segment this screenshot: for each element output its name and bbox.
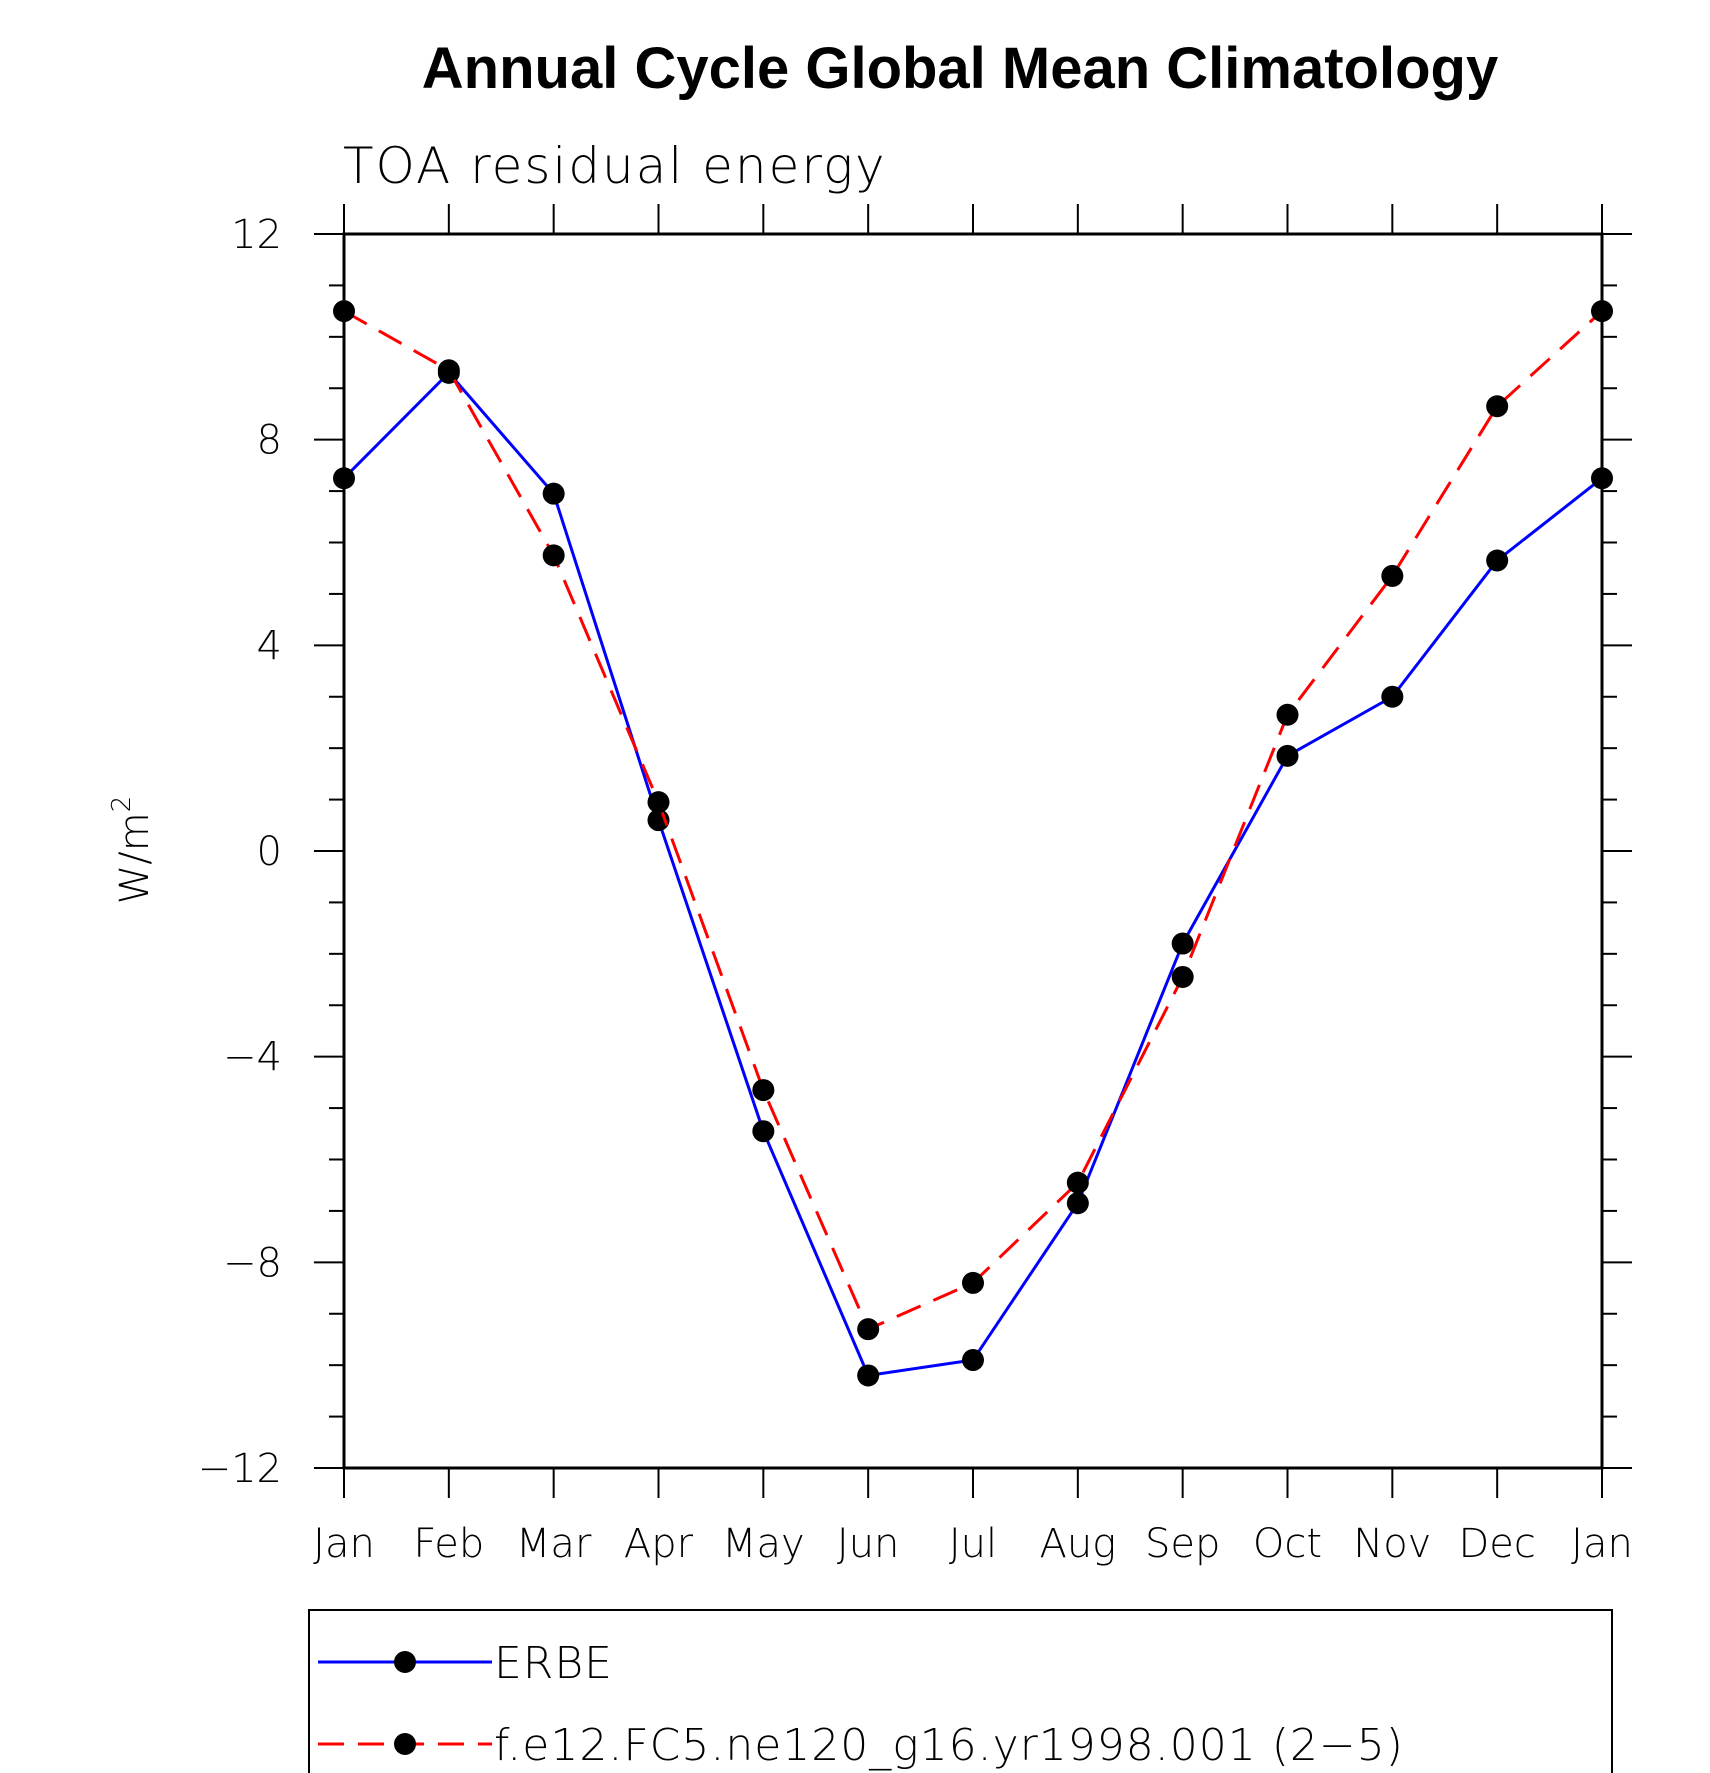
data-point <box>962 1271 984 1294</box>
legend-label: f.e12.FC5.ne120_g16.yr1998.001 (2−5) <box>494 1720 1404 1771</box>
x-tick-label: Jun <box>837 1521 900 1567</box>
y-axis-label-text: W/m <box>112 812 158 904</box>
y-axis-label-superscript: 2 <box>107 796 137 813</box>
legend-marker <box>394 1733 416 1755</box>
chart-title: Annual Cycle Global Mean Climatology <box>422 36 1498 101</box>
y-tick-label: 4 <box>257 623 282 669</box>
data-point <box>1171 965 1194 988</box>
y-axis-label: W/m2 <box>107 796 158 905</box>
data-point <box>962 1349 984 1372</box>
data-point <box>752 1120 775 1143</box>
series-2 <box>333 300 1613 1341</box>
x-tick-label: Feb <box>413 1521 484 1567</box>
legend: ERBE f.e12.FC5.ne120_g16.yr1998.001 (2−5) <box>308 1609 1613 1773</box>
y-tick-label: −12 <box>198 1446 282 1492</box>
x-tick-label: Aug <box>1039 1521 1116 1567</box>
data-point <box>1276 703 1299 726</box>
series-1 <box>333 361 1613 1387</box>
data-point <box>647 791 670 814</box>
data-point <box>1066 1192 1089 1215</box>
data-point <box>1486 549 1509 572</box>
x-tick-label: Apr <box>624 1521 694 1567</box>
y-tick-label: 12 <box>231 212 282 258</box>
axis-ticks <box>314 204 1632 1498</box>
legend-label: ERBE <box>494 1638 613 1689</box>
x-tick-label: Sep <box>1145 1521 1220 1567</box>
x-tick-label: Nov <box>1353 1521 1431 1567</box>
data-point <box>542 544 565 567</box>
data-point <box>1381 685 1404 708</box>
data-point <box>1171 932 1194 955</box>
legend-item: f.e12.FC5.ne120_g16.yr1998.001 (2−5) <box>318 1720 1404 1771</box>
y-tick-labels: 12 8 4 0 −4 −8 −12 <box>198 212 282 1492</box>
legend-marker <box>394 1651 416 1673</box>
legend-box <box>308 1609 1613 1773</box>
data-point <box>1486 395 1509 418</box>
data-point <box>857 1318 880 1341</box>
data-point <box>752 1079 775 1102</box>
y-tick-label: −8 <box>223 1240 282 1286</box>
data-point <box>1381 564 1404 587</box>
x-tick-label: Mar <box>516 1521 592 1567</box>
x-tick-label: Jul <box>949 1521 997 1567</box>
x-tick-labels: Jan Feb Mar Apr May Jun Jul Aug Sep Oct Nov Dec Jan <box>313 1521 1633 1567</box>
x-tick-label: Jan <box>1571 1521 1633 1567</box>
x-tick-label: Dec <box>1458 1521 1535 1567</box>
series-line <box>343 309 1604 1332</box>
series-line <box>342 370 1603 1378</box>
x-tick-label: Oct <box>1253 1521 1322 1567</box>
x-tick-label: May <box>722 1521 805 1567</box>
chart-subtitle: TOA residual energy <box>343 137 887 195</box>
data-point <box>857 1364 880 1387</box>
data-point <box>1066 1171 1089 1194</box>
legend-item: ERBE <box>318 1638 613 1689</box>
series-layer <box>333 300 1613 1387</box>
data-point <box>437 359 460 382</box>
data-point <box>542 482 565 505</box>
data-point <box>1276 744 1299 767</box>
x-tick-label: Jan <box>313 1521 375 1567</box>
y-tick-label: −4 <box>223 1035 282 1081</box>
plot-frame <box>342 232 1604 1470</box>
y-tick-label: 8 <box>257 418 282 464</box>
svg-text:W/m2: W/m2 <box>107 796 158 905</box>
y-tick-label: 0 <box>257 829 282 875</box>
